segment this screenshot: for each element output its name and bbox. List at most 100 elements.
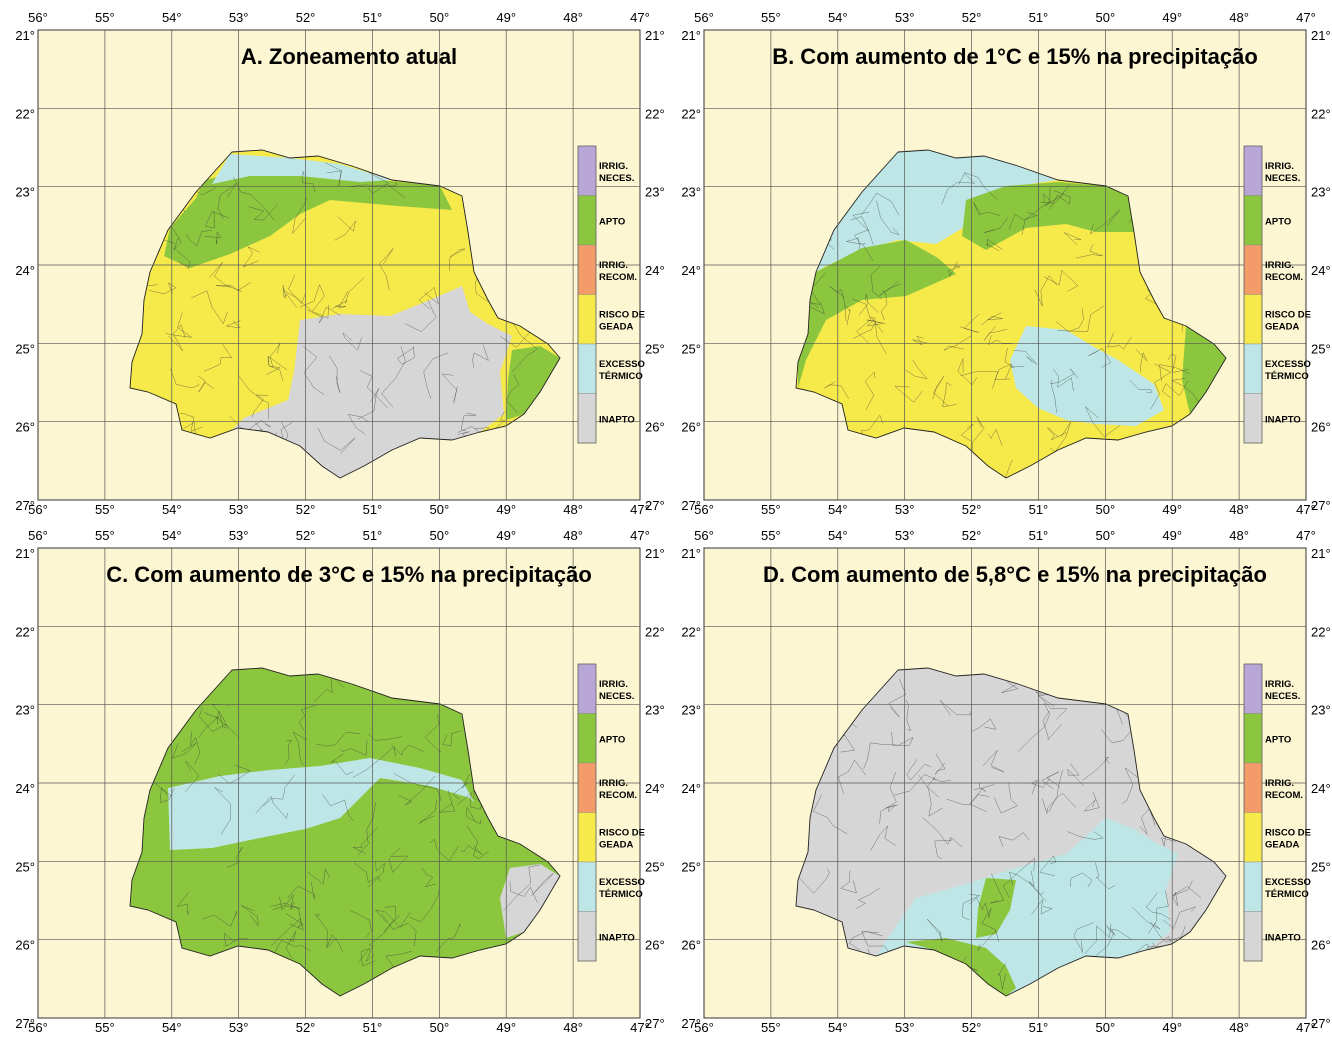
longitude-tick-label-top: 55° [761,528,781,543]
longitude-tick-label-bottom: 48° [563,1020,583,1035]
legend-label: APTO [599,734,625,745]
latitude-tick-label-right: 25° [1311,341,1331,356]
latitude-tick-label-left: 23° [15,703,35,718]
state-outline [129,667,561,997]
longitude-tick-label-top: 51° [1029,10,1049,25]
longitude-tick-label-bottom: 52° [296,1020,316,1035]
latitude-tick-label-left: 21° [681,28,701,43]
latitude-tick-label-right: 24° [1311,263,1331,278]
longitude-tick-label-bottom: 47° [1296,502,1316,517]
longitude-tick-label-top: 53° [229,528,249,543]
longitude-tick-label-bottom: 50° [429,502,449,517]
legend-label: INAPTO [599,932,635,943]
longitude-tick-label-top: 52° [962,528,982,543]
longitude-tick-label-top: 54° [162,528,182,543]
latitude-tick-label-right: 22° [1311,624,1331,639]
latitude-tick-label-left: 23° [681,185,701,200]
latitude-tick-label-left: 27° [681,1016,701,1031]
legend-swatch-irrig-neces [1243,663,1263,714]
latitude-tick-label-right: 21° [645,546,665,561]
legend-label: IRRIG. [599,161,628,172]
latitude-tick-label-right: 25° [645,341,665,356]
longitude-tick-label-bottom: 48° [563,502,583,517]
latitude-tick-label-right: 23° [645,185,665,200]
region-apto [164,168,452,268]
legend-label: GEADA [1265,839,1299,850]
latitude-tick-label-left: 23° [15,185,35,200]
legend-label: GEADA [1265,321,1299,332]
longitude-tick-label-top: 50° [1095,528,1115,543]
longitude-tick-label-top: 56° [28,10,48,25]
longitude-tick-label-bottom: 53° [229,502,249,517]
legend-swatch-risco-geada [577,294,597,345]
longitude-tick-label-top: 49° [1162,10,1182,25]
longitude-tick-label-bottom: 49° [496,502,516,517]
map-svg: 56° 56° 55° 55° 54° 54° 53° 53° 52° 52° 51° 51° 50° 5… [15,528,665,1035]
longitude-tick-label-top: 55° [95,10,115,25]
legend-frame [1243,663,1263,962]
legend-label: EXCESSO [599,359,645,370]
legend-swatch-apto [1243,713,1263,764]
legend-label: TÉRMICO [1265,889,1309,900]
panel-title: B. Com aumento de 1°C e 15% na precipita… [772,44,1258,69]
legend-frame [1243,145,1263,444]
legend-label: RECOM. [599,790,637,801]
latitude-tick-label-right: 24° [645,263,665,278]
legend-label: IRRIG. [599,679,628,690]
longitude-tick-label-bottom: 52° [962,1020,982,1035]
legend-label: NECES. [1265,173,1300,184]
region-layer [133,668,560,996]
latitude-tick-label-left: 22° [681,106,701,121]
legend-swatch-inapto [577,393,597,444]
legend-label: INAPTO [599,414,635,425]
longitude-tick-label-bottom: 54° [828,1020,848,1035]
longitude-tick-label-bottom: 49° [496,1020,516,1035]
latitude-tick-label-left: 25° [681,341,701,356]
longitude-tick-label-bottom: 49° [1162,502,1182,517]
legend-label: EXCESSO [1265,877,1311,888]
longitude-tick-label-bottom: 55° [761,502,781,517]
legend-label: RISCO DE [1265,309,1311,320]
legend-label: RECOM. [599,272,637,283]
legend-label: INAPTO [1265,932,1301,943]
longitude-tick-label-bottom: 51° [363,1020,383,1035]
map-svg: 56° 56° 55° 55° 54° 54° 53° 53° 52° 52° 51° 51° 50° 5… [681,528,1331,1035]
legend-swatch-apto [577,195,597,246]
longitude-tick-label-top: 48° [1229,528,1249,543]
longitude-tick-label-bottom: 47° [630,1020,650,1035]
longitude-tick-label-top: 50° [429,10,449,25]
latitude-tick-label-right: 26° [1311,938,1331,953]
latitude-tick-label-left: 24° [15,263,35,278]
legend-swatch-irrig-recom [1243,762,1263,813]
longitude-tick-label-top: 52° [962,10,982,25]
latitude-tick-label-left: 26° [681,938,701,953]
legend-label: RECOM. [1265,790,1303,801]
longitude-tick-label-top: 55° [95,528,115,543]
legend-swatch-irrig-neces [1243,145,1263,196]
latitude-tick-label-left: 24° [681,781,701,796]
latitude-tick-label-right: 23° [645,703,665,718]
longitude-tick-label-bottom: 50° [1095,1020,1115,1035]
longitude-tick-label-top: 49° [496,10,516,25]
latitude-tick-label-right: 24° [1311,781,1331,796]
longitude-tick-label-bottom: 53° [229,1020,249,1035]
longitude-tick-label-bottom: 53° [895,1020,915,1035]
longitude-tick-label-top: 55° [761,10,781,25]
longitude-tick-label-top: 52° [296,528,316,543]
legend-label: IRRIG. [599,778,628,789]
legend-label: EXCESSO [599,877,645,888]
map-svg: 56° 56° 55° 55° 54° 54° 53° 53° 52° 52° 51° 51° 50° 5… [681,10,1331,517]
region-layer [798,150,1226,478]
latitude-tick-label-left: 24° [15,781,35,796]
legend-swatch-apto [1243,195,1263,246]
longitude-tick-label-top: 51° [1029,528,1049,543]
legend-swatch-irrig-recom [577,244,597,295]
legend-label: NECES. [599,173,634,184]
longitude-tick-label-bottom: 54° [828,502,848,517]
latitude-tick-label-right: 25° [1311,859,1331,874]
panel-title: C. Com aumento de 3°C e 15% na precipita… [106,562,592,587]
legend-label: INAPTO [1265,414,1301,425]
region-excesso-termico [816,150,1058,272]
longitude-tick-label-top: 50° [1095,10,1115,25]
latitude-tick-label-right: 24° [645,781,665,796]
